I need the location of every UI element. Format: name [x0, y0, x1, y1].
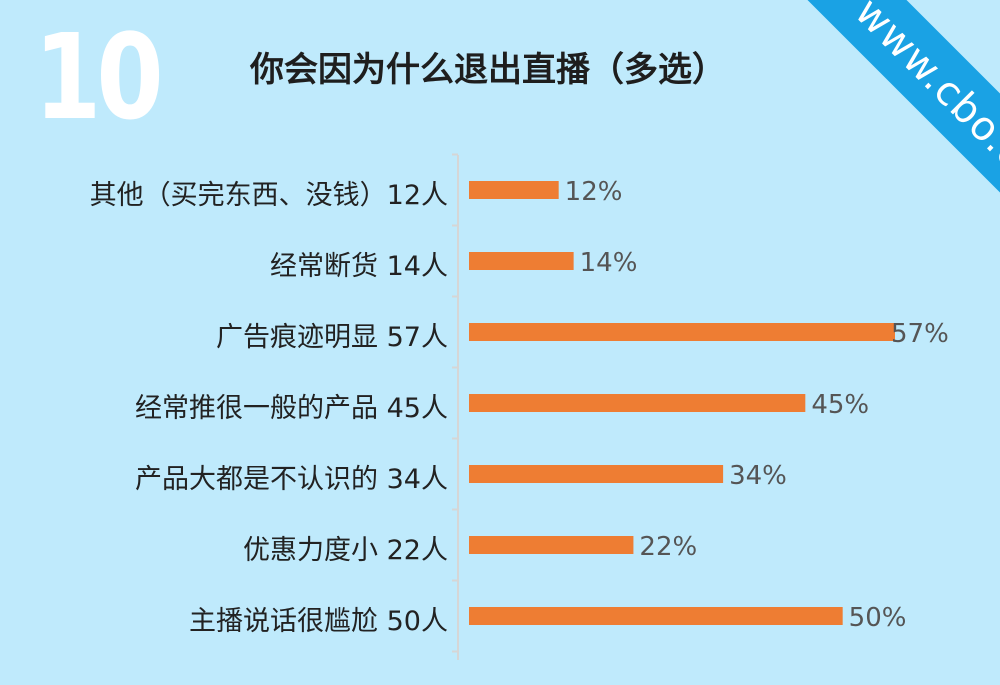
category-label: 产品大都是不认识的 34人: [135, 464, 448, 495]
category-label: 优惠力度小 22人: [243, 535, 448, 566]
bar: [469, 394, 806, 412]
data-label: 57%: [891, 319, 949, 349]
bar: [469, 536, 634, 554]
category-label: 其他（买完东西、没钱）12人: [90, 180, 448, 211]
category-label: 经常推很一般的产品 45人: [135, 393, 448, 424]
bar: [469, 607, 843, 625]
data-label: 34%: [729, 461, 787, 491]
data-label: 50%: [849, 603, 907, 633]
data-label: 12%: [565, 177, 623, 207]
bar: [469, 181, 559, 199]
data-label: 22%: [639, 532, 697, 562]
bar: [469, 252, 574, 270]
data-label: 45%: [811, 390, 869, 420]
page-number: 10: [34, 8, 164, 146]
chart-title: 你会因为什么退出直播（多选）: [250, 50, 726, 90]
category-label: 主播说话很尴尬 50人: [189, 606, 448, 637]
bar: [469, 465, 724, 483]
category-label: 经常断货 14人: [270, 251, 448, 282]
data-label: 14%: [580, 248, 638, 278]
bar: [469, 323, 895, 341]
category-label: 广告痕迹明显 57人: [216, 322, 448, 353]
